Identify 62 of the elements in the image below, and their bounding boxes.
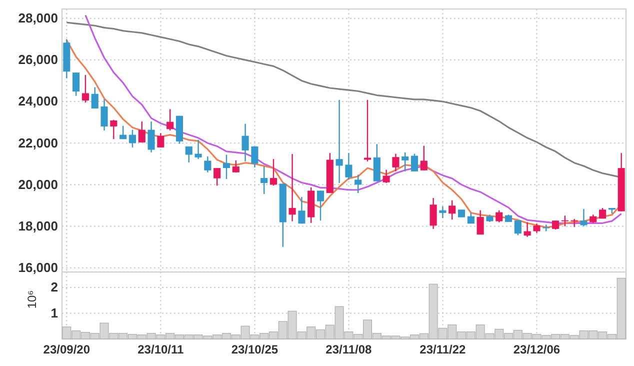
candlestick xyxy=(232,160,240,173)
candlestick xyxy=(345,152,352,180)
candlestick xyxy=(410,153,418,172)
x-tick-label: 23/12/06 xyxy=(513,342,560,357)
candlestick xyxy=(110,119,118,140)
candlestick xyxy=(166,108,174,132)
y-axis-title: 10⁶ xyxy=(25,290,39,309)
candlestick xyxy=(148,120,155,154)
candlestick xyxy=(364,99,372,162)
candlestick xyxy=(402,152,409,172)
candlestick xyxy=(251,146,258,168)
y-tick-label: 18,000 xyxy=(18,218,58,234)
candlestick xyxy=(214,167,221,186)
candlestick xyxy=(288,153,296,222)
candlestick xyxy=(561,215,568,227)
x-tick-label: 23/10/11 xyxy=(138,342,184,357)
y-tick-label: 24,000 xyxy=(18,94,58,109)
y-tick-label: 1 xyxy=(50,305,58,320)
candlestick xyxy=(298,196,306,224)
candlestick xyxy=(157,132,164,148)
candlestick xyxy=(580,208,588,227)
candlestick xyxy=(72,72,80,96)
candlestick xyxy=(185,146,192,163)
candlestick xyxy=(222,154,230,180)
y-tick-label: 16,000 xyxy=(18,260,58,275)
candlestick xyxy=(448,200,456,220)
candlestick xyxy=(476,210,484,236)
candlestick xyxy=(316,190,324,222)
candlestick xyxy=(373,143,380,182)
candlestick xyxy=(439,206,446,219)
candlestick xyxy=(514,220,522,236)
x-tick-label: 23/10/25 xyxy=(231,342,278,357)
x-tick-label: 23/11/22 xyxy=(420,342,466,357)
x-tick-label: 23/11/08 xyxy=(326,342,372,357)
y-tick-label: 2 xyxy=(50,280,58,295)
candlestick xyxy=(336,99,343,184)
candlestick xyxy=(128,129,136,148)
candlestick xyxy=(138,120,146,144)
y-tick-label: 28,000 xyxy=(18,10,58,26)
line-series xyxy=(84,14,622,224)
candlestick xyxy=(496,210,503,223)
candlestick xyxy=(100,98,108,132)
candlestick xyxy=(392,153,400,172)
candlestick xyxy=(420,145,428,171)
candlestick xyxy=(204,156,212,173)
y-tick-label: 26,000 xyxy=(18,52,58,68)
candlestick xyxy=(354,174,362,194)
candlestick xyxy=(242,123,249,162)
candlestick xyxy=(194,139,202,160)
candlestick xyxy=(91,86,98,110)
candlestick xyxy=(120,125,127,140)
candlestick xyxy=(382,169,390,184)
candlestick xyxy=(430,197,437,230)
y-tick-label: 20,000 xyxy=(18,176,58,192)
candlestick xyxy=(570,218,578,228)
candlestick xyxy=(82,74,89,104)
x-tick-label: 23/09/20 xyxy=(43,342,90,357)
y-tick-label: 22,000 xyxy=(18,135,58,150)
candlestick xyxy=(533,223,540,234)
candlestick xyxy=(524,222,531,238)
candlestick xyxy=(260,166,268,195)
candlestick xyxy=(270,158,278,186)
